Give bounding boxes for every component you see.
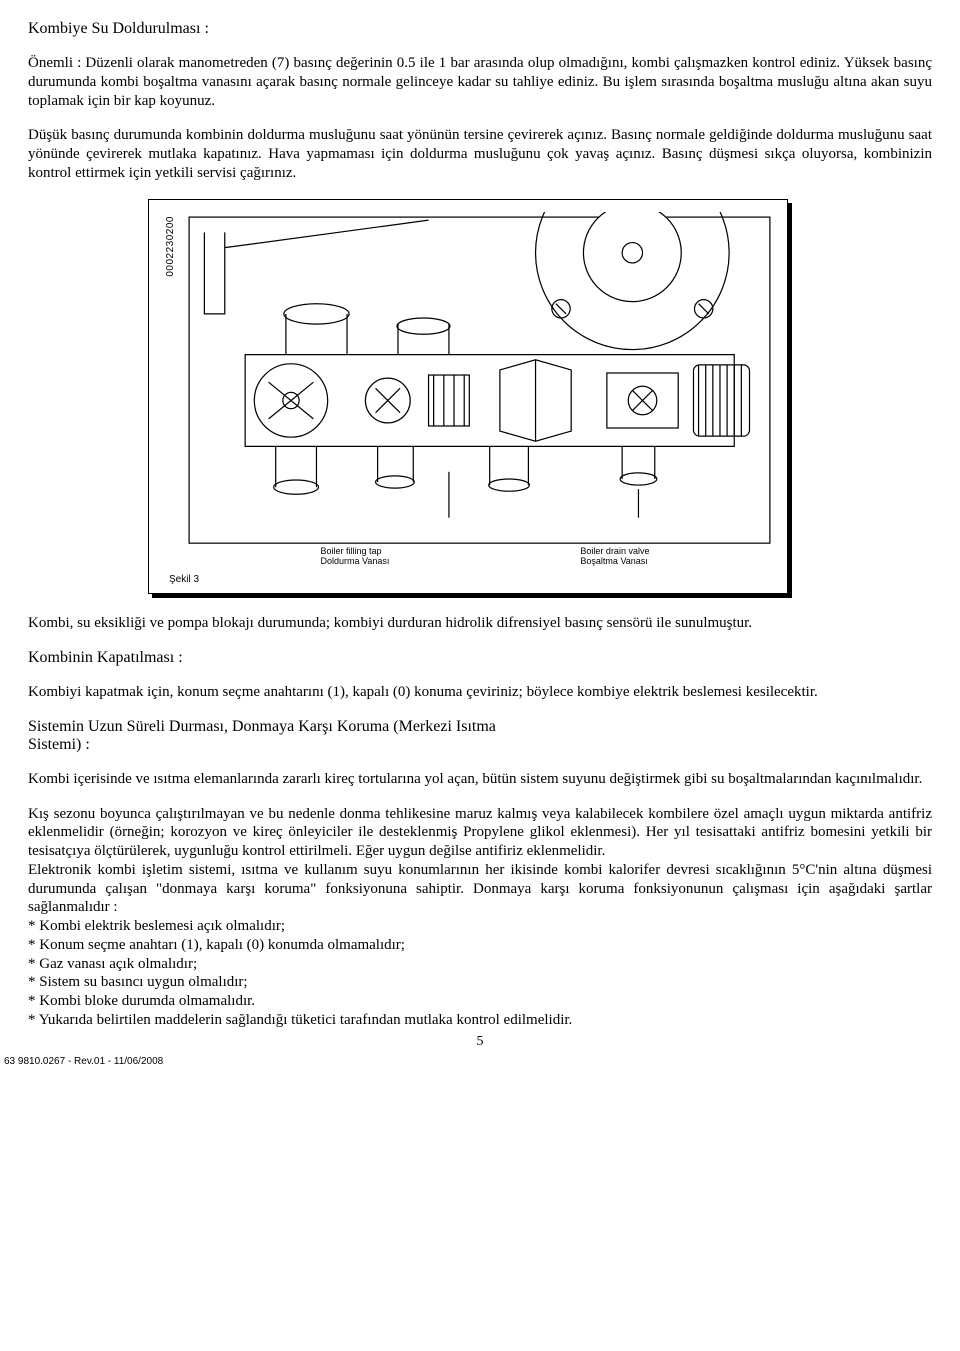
- section-heading-fill: Kombiye Su Doldurulması :: [28, 20, 932, 38]
- paragraph: Elektronik kombi işletim sistemi, ısıtma…: [28, 861, 932, 917]
- figure-frame: 0002230200: [148, 199, 788, 595]
- figure-3: 0002230200: [148, 199, 788, 595]
- document-page: Kombiye Su Doldurulması : Önemli : Düzen…: [0, 0, 960, 1085]
- bullet-item: * Konum seçme anahtarı (1), kapalı (0) k…: [28, 936, 932, 955]
- paragraph: Kış sezonu boyunca çalıştırılmayan ve bu…: [28, 805, 932, 861]
- paragraph: Kombiyi kapatmak için, konum seçme anaht…: [28, 683, 932, 702]
- boiler-diagram: [184, 212, 775, 548]
- callout-text-en: Boiler drain valve: [580, 546, 649, 556]
- bullet-list: * Kombi elektrik beslemesi açık olmalıdı…: [28, 917, 932, 1030]
- paragraph: Kombi, su eksikliği ve pompa blokajı dur…: [28, 614, 932, 633]
- callout-drain-valve: Boiler drain valve Boşaltma Vanası: [580, 546, 649, 567]
- figure-label: Şekil 3: [169, 574, 775, 585]
- paragraph: Düşük basınç durumunda kombinin doldurma…: [28, 126, 932, 182]
- paragraph: Önemli : Düzenli olarak manometreden (7)…: [28, 54, 932, 110]
- bullet-item: * Sistem su basıncı uygun olmalıdır;: [28, 973, 932, 992]
- bullet-item: * Yukarıda belirtilen maddelerin sağland…: [28, 1011, 932, 1030]
- footer-revision: 63 9810.0267 - Rev.01 - 11/06/2008: [4, 1056, 932, 1067]
- callout-fill-tap: Boiler filling tap Doldurma Vanası: [321, 546, 390, 567]
- callout-text-tr: Boşaltma Vanası: [580, 556, 649, 566]
- callout-text-en: Boiler filling tap: [321, 546, 390, 556]
- figure-code: 0002230200: [165, 216, 176, 277]
- figure-callouts: Boiler filling tap Doldurma Vanası Boile…: [165, 546, 775, 567]
- page-number: 5: [28, 1034, 932, 1050]
- paragraph: Kombi içerisinde ve ısıtma elemanlarında…: [28, 770, 932, 789]
- callout-text-tr: Doldurma Vanası: [321, 556, 390, 566]
- bullet-item: * Kombi bloke durumda olmamalıdır.: [28, 992, 932, 1011]
- section-heading-frost-b: Sistemi) :: [28, 736, 932, 754]
- bullet-item: * Kombi elektrik beslemesi açık olmalıdı…: [28, 917, 932, 936]
- bullet-item: * Gaz vanası açık olmalıdır;: [28, 955, 932, 974]
- section-heading-shutdown: Kombinin Kapatılması :: [28, 649, 932, 667]
- section-heading-frost-a: Sistemin Uzun Süreli Durması, Donmaya Ka…: [28, 718, 932, 736]
